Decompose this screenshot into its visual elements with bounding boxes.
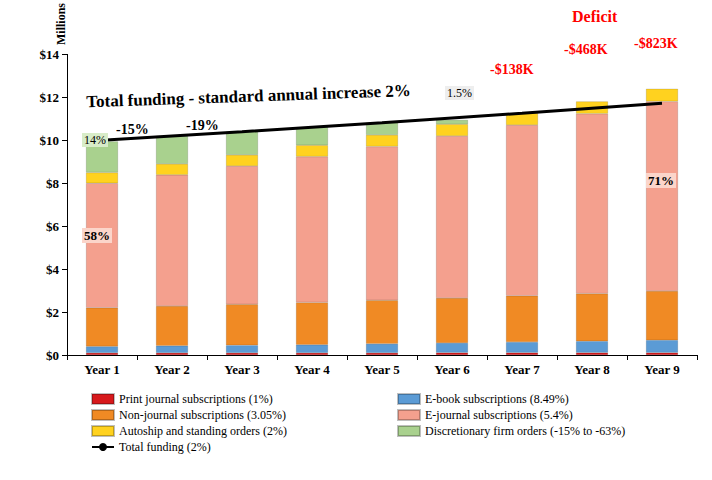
- svg-text:Year 9: Year 9: [644, 362, 680, 377]
- svg-text:E-book subscriptions (8.49%): E-book subscriptions (8.49%): [425, 392, 569, 406]
- svg-text:Total funding - standard annua: Total funding - standard annual increase…: [86, 81, 411, 111]
- svg-text:Year 2: Year 2: [154, 362, 190, 377]
- svg-text:Non-journal subscriptions (3.0: Non-journal subscriptions (3.05%): [119, 408, 286, 422]
- svg-text:Year 7: Year 7: [504, 362, 540, 377]
- svg-text:Total funding (2%): Total funding (2%): [119, 440, 211, 454]
- svg-text:58%: 58%: [84, 228, 110, 243]
- svg-text:-$468K: -$468K: [564, 42, 608, 57]
- svg-text:$2: $2: [46, 305, 59, 320]
- svg-text:$8: $8: [46, 176, 60, 191]
- svg-text:Deficit: Deficit: [572, 8, 618, 25]
- svg-text:Year 5: Year 5: [364, 362, 400, 377]
- svg-text:Year 6: Year 6: [434, 362, 470, 377]
- svg-text:$4: $4: [46, 262, 60, 277]
- svg-text:14%: 14%: [84, 133, 106, 147]
- svg-text:71%: 71%: [648, 173, 674, 188]
- svg-text:-19%: -19%: [186, 118, 219, 133]
- svg-text:-$138K: -$138K: [490, 62, 534, 77]
- svg-text:-$823K: -$823K: [634, 36, 678, 51]
- svg-text:Year 4: Year 4: [294, 362, 330, 377]
- svg-text:1.5%: 1.5%: [447, 86, 472, 100]
- svg-text:E-journal subscriptions (5.4%): E-journal subscriptions (5.4%): [425, 408, 573, 422]
- svg-text:$0: $0: [46, 348, 59, 363]
- svg-text:Year 3: Year 3: [224, 362, 260, 377]
- svg-text:Print journal subscriptions (1: Print journal subscriptions (1%): [119, 392, 273, 406]
- svg-text:Year 8: Year 8: [574, 362, 610, 377]
- svg-text:Year 1: Year 1: [84, 362, 120, 377]
- svg-text:$6: $6: [46, 219, 60, 234]
- svg-text:Discretionary firm orders (-15: Discretionary firm orders (-15% to -63%): [425, 424, 625, 438]
- svg-text:-15%: -15%: [116, 122, 149, 137]
- svg-text:Millions: Millions: [54, 3, 68, 45]
- svg-text:$14: $14: [40, 47, 60, 62]
- svg-text:$12: $12: [40, 90, 60, 105]
- svg-text:Autoship and standing orders (: Autoship and standing orders (2%): [119, 424, 287, 438]
- svg-text:$10: $10: [40, 133, 60, 148]
